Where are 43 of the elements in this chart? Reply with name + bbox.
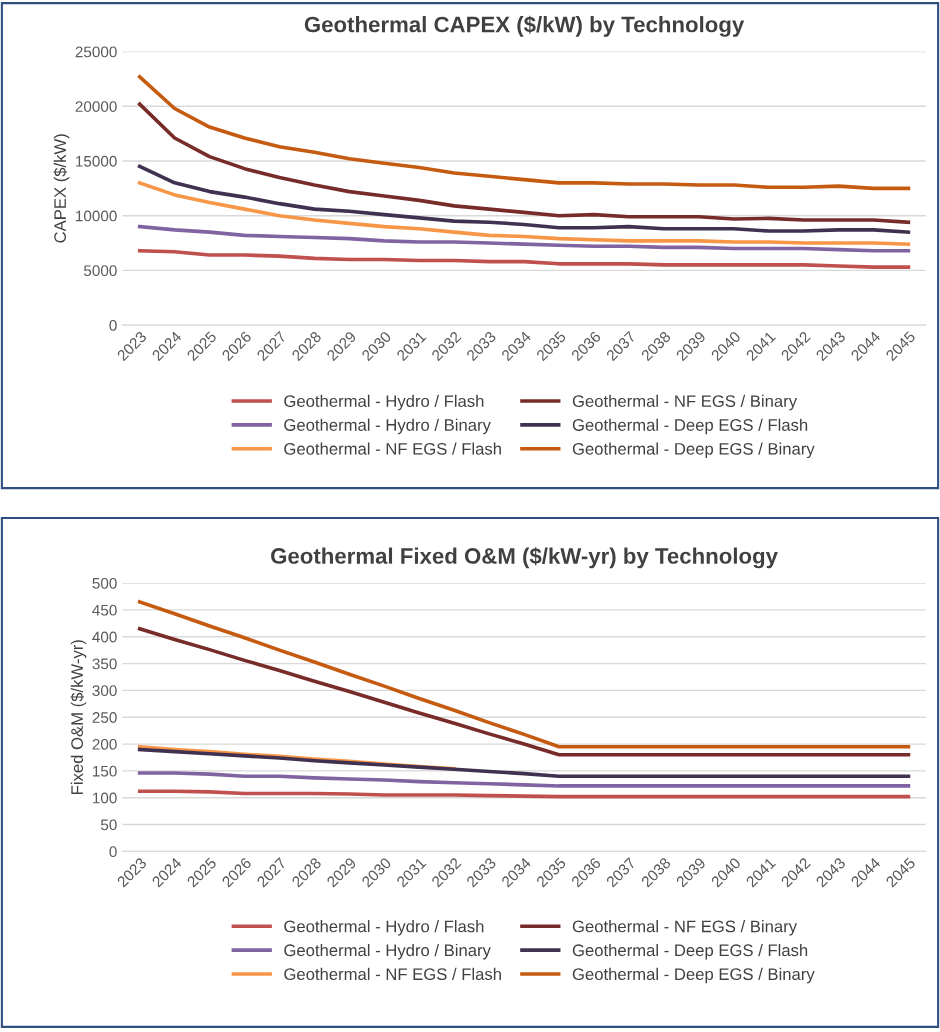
y-tick-label: 500 [92, 577, 117, 589]
y-axis-title: Fixed O&M ($/kW-yr) [70, 640, 87, 794]
line-series [137, 626, 911, 757]
y-tick-label: 300 [92, 685, 117, 697]
line-series [137, 224, 911, 253]
line-series [137, 74, 911, 191]
y-tick-label: 400 [92, 631, 117, 643]
y-tick-label: 5000 [83, 265, 117, 277]
line-series [137, 771, 911, 788]
legend-label: Geothermal - Hydro / Flash [284, 394, 484, 411]
y-tick-label: 100 [93, 792, 117, 804]
y-tick-label: 250 [92, 712, 117, 723]
y-axis-title: CAPEX ($/kW) [53, 134, 70, 243]
chart-title: Geothermal Fixed O&M ($/kW-yr) by Technology [271, 547, 778, 569]
y-tick-label: 350 [92, 658, 117, 670]
y-tick-label: 150 [93, 765, 117, 777]
y-tick-label: 10000 [76, 210, 117, 222]
y-tick-label: 0 [109, 319, 117, 331]
legend-label: Geothermal - Deep EGS / Binary [572, 967, 815, 984]
y-tick-label: 200 [92, 738, 117, 750]
legend-label: Geothermal - Deep EGS / Binary [572, 442, 815, 459]
legend-label: Geothermal - Hydro / Binary [284, 418, 491, 435]
chart-title: Geothermal CAPEX ($/kW) by Technology [304, 15, 745, 37]
line-series [137, 600, 911, 749]
line-series [137, 747, 911, 779]
y-tick-label: 20000 [75, 101, 117, 112]
legend-label: Geothermal - Hydro / Binary [284, 943, 491, 960]
legend-label: Geothermal - Hydro / Flash [284, 920, 484, 936]
legend-label: Geothermal - Deep EGS / Flash [572, 418, 808, 435]
legend-label: Geothermal - NF EGS / Binary [572, 394, 798, 411]
line-series [137, 248, 911, 269]
y-tick-label: 0 [109, 846, 117, 858]
y-tick-label: 25000 [75, 46, 117, 58]
legend-label: Geothermal - NF EGS / Flash [284, 442, 501, 455]
y-tick-label: 450 [92, 604, 117, 616]
legend-label: Geothermal - Deep EGS / Flash [572, 943, 808, 960]
y-tick-label: 50 [100, 819, 117, 831]
line-series [137, 102, 911, 225]
legend-label: Geothermal - NF EGS / Binary [572, 920, 798, 936]
line-series [137, 164, 911, 234]
legend-label: Geothermal - NF EGS / Flash [284, 967, 501, 981]
y-tick-label: 15000 [76, 155, 117, 167]
line-series [137, 181, 911, 246]
